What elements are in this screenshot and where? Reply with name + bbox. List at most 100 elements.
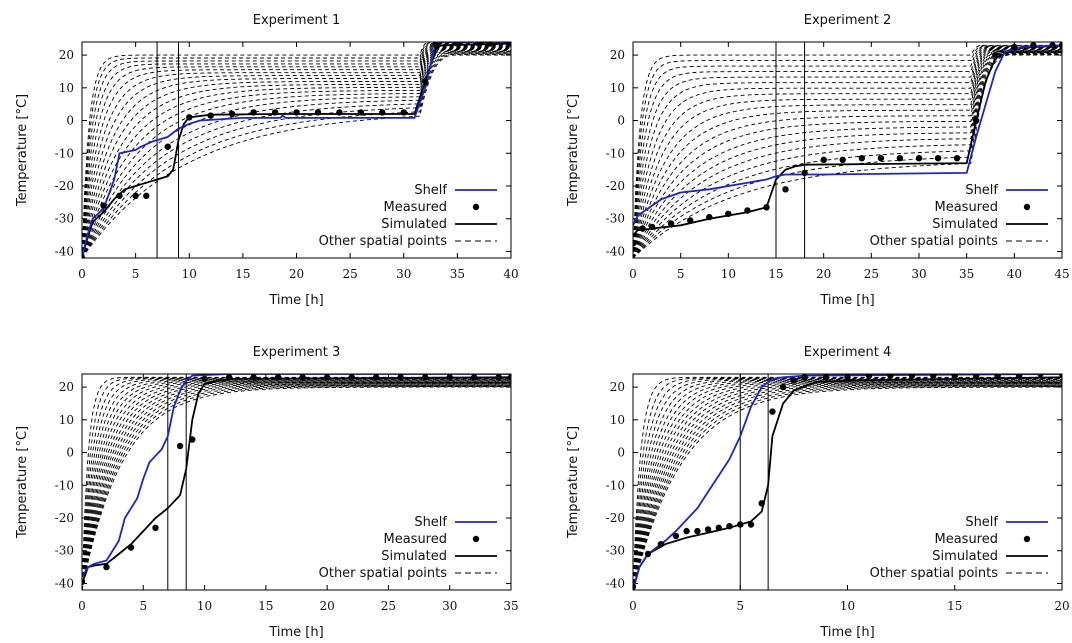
measured-point — [143, 192, 150, 199]
other-spatial-point-line — [633, 383, 1062, 590]
measured-point — [633, 583, 637, 590]
legend-label-simulated: Simulated — [381, 549, 447, 564]
other-spatial-point-line — [633, 45, 1062, 258]
x-tick-label: 5 — [139, 599, 147, 613]
x-tick-label: 30 — [442, 599, 457, 613]
x-tick-label: 45 — [1054, 267, 1069, 281]
x-tick-label: 10 — [182, 267, 197, 281]
legend-label-simulated: Simulated — [932, 549, 998, 564]
measured-point — [400, 109, 407, 116]
y-tick-label: -40 — [606, 244, 625, 258]
measured-point — [336, 109, 343, 116]
x-tick-label: 0 — [78, 599, 86, 613]
measured-point — [454, 42, 461, 47]
other-spatial-point-line — [633, 48, 1062, 258]
legend-label-measured: Measured — [934, 532, 998, 547]
legend-label-other: Other spatial points — [319, 234, 448, 249]
x-tick-label: 20 — [1054, 599, 1069, 613]
plot-frame — [81, 41, 512, 259]
measured-point — [82, 578, 86, 585]
chart-panel-4: Experiment 4 Time [h] Temperature [°C] 0 5 10… — [566, 345, 1070, 640]
measured-point — [314, 109, 322, 116]
other-spatial-point-line — [633, 384, 1062, 590]
other-spatial-point-line — [82, 42, 511, 258]
shelf-line — [633, 374, 1062, 590]
other-spatial-point-line — [82, 42, 511, 258]
measured-point — [858, 155, 865, 162]
measured-point — [973, 374, 980, 379]
other-spatial-point-line — [82, 48, 511, 258]
measured-point — [1058, 374, 1062, 378]
x-tick-label: 10 — [840, 599, 855, 613]
other-spatial-point-line — [633, 54, 1062, 258]
measured-point — [672, 532, 680, 540]
measured-point — [507, 42, 511, 47]
legend-label-shelf: Shelf — [414, 515, 447, 530]
measured-point — [930, 374, 937, 379]
plot-area — [633, 374, 1062, 590]
other-spatial-point-line — [82, 383, 511, 590]
other-spatial-point-line — [82, 385, 511, 590]
measured-point — [704, 526, 712, 533]
y-tick-label: -20 — [55, 179, 74, 193]
measured-point — [186, 114, 193, 121]
measured-point — [127, 544, 135, 551]
other-spatial-point-line — [633, 382, 1062, 590]
measured-point — [820, 156, 827, 163]
x-axis-label: Time [h] — [819, 625, 874, 640]
other-spatial-point-line — [82, 386, 511, 590]
other-spatial-point-line — [82, 379, 511, 590]
other-spatial-point-line — [82, 381, 511, 590]
other-spatial-point-line — [633, 379, 1062, 590]
x-tick-label: 0 — [629, 267, 637, 281]
measured-point — [357, 109, 365, 116]
measured-point — [1049, 42, 1056, 49]
measured-point — [758, 500, 765, 507]
measured-point — [293, 109, 300, 116]
measured-point — [132, 192, 139, 199]
measured-point — [475, 42, 482, 47]
other-spatial-point-line — [633, 44, 1062, 258]
legend: Shelf Measured Simulated Other spatial poin… — [870, 183, 1048, 249]
measured-point — [973, 117, 980, 124]
y-tick-label: -20 — [606, 511, 625, 525]
y-tick-label: 20 — [610, 48, 625, 62]
other-spatial-point-line — [82, 50, 511, 258]
y-tick-label: -30 — [606, 544, 625, 558]
measured-point — [207, 112, 214, 119]
y-tick-label: -20 — [55, 511, 74, 525]
other-spatial-point-line — [82, 382, 511, 590]
plot-frame — [81, 373, 512, 591]
other-spatial-point-line — [633, 45, 1062, 258]
measured-point — [763, 204, 770, 211]
legend-label-measured: Measured — [383, 532, 447, 547]
chart-panel-2: Experiment 2 Time [h] Temperature [°C] 0 5 10… — [566, 13, 1070, 308]
x-tick-label: 40 — [1007, 267, 1022, 281]
legend: Shelf Measured Simulated Other spatial poin… — [870, 515, 1048, 581]
other-spatial-point-line — [633, 379, 1062, 590]
legend-label-other: Other spatial points — [870, 234, 999, 249]
other-spatial-point-line — [633, 53, 1062, 258]
x-tick-label: 15 — [947, 599, 962, 613]
measured-point — [633, 240, 637, 247]
other-spatial-point-line — [633, 380, 1062, 590]
measured-point — [865, 374, 873, 379]
measured-point — [446, 374, 453, 381]
y-tick-label: -40 — [606, 576, 625, 590]
measured-point — [1015, 374, 1023, 379]
y-tick-label: 10 — [59, 81, 74, 95]
measured-point — [908, 374, 916, 379]
y-tick-label: 20 — [59, 48, 74, 62]
measured-point — [228, 110, 236, 118]
x-tick-label: 20 — [289, 267, 304, 281]
x-tick-label: 10 — [197, 599, 212, 613]
measured-point — [657, 541, 665, 548]
measured-point — [844, 374, 851, 381]
x-axis-label: Time [h] — [268, 625, 323, 640]
x-tick-label: 40 — [503, 267, 518, 281]
chart-title: Experiment 1 — [253, 13, 341, 28]
legend-swatch-measured — [472, 535, 480, 543]
measured-point — [648, 223, 656, 231]
measured-point — [100, 202, 107, 209]
